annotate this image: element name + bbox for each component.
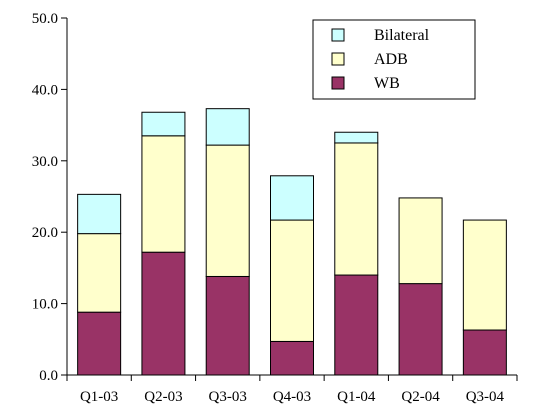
- bar-segment-adb: [334, 142, 379, 276]
- legend-label-adb: ADB: [374, 51, 408, 68]
- legend-swatch-adb: [331, 52, 345, 66]
- bar-segment-adb: [462, 219, 507, 331]
- legend: Bilateral ADB WB: [312, 19, 476, 100]
- bar-segment-wb: [398, 283, 443, 376]
- legend-label-wb: WB: [374, 75, 400, 92]
- bar-segment-bilateral: [270, 175, 314, 221]
- x-tick-label: Q2-03: [144, 389, 182, 405]
- x-tick-label: Q1-03: [80, 389, 118, 405]
- x-tick-label: Q1-04: [337, 389, 376, 405]
- y-tick-label: 20.0: [32, 225, 58, 241]
- y-axis-ticks: 0.0 10.0 20.0 30.0 40.0 50.0: [32, 11, 67, 384]
- bar-segment-wb: [334, 274, 379, 376]
- bar-segment-adb: [141, 135, 186, 253]
- bar-segment-adb: [205, 144, 250, 277]
- bar-segment-wb: [77, 311, 122, 376]
- bar-segment-wb: [205, 275, 250, 376]
- x-tick-label: Q2-04: [401, 389, 440, 405]
- x-axis-ticks: Q1-03 Q2-03 Q3-03 Q4-03 Q1-04 Q2-04 Q3-04: [66, 375, 518, 405]
- x-tick-label: Q4-03: [273, 389, 311, 405]
- bar-segment-bilateral: [141, 111, 186, 137]
- bar-segment-bilateral: [77, 193, 122, 235]
- bar-segment-bilateral: [205, 108, 250, 146]
- x-tick-label: Q3-04: [466, 389, 505, 405]
- bar-segment-wb: [462, 329, 507, 376]
- y-tick-label: 10.0: [32, 297, 58, 313]
- bar-segment-bilateral: [334, 131, 379, 144]
- legend-swatch-wb: [331, 76, 345, 90]
- bar-segment-wb: [270, 340, 314, 376]
- x-tick-label: Q3-03: [209, 389, 247, 405]
- bar-segment-wb: [141, 251, 186, 376]
- bars: [77, 108, 507, 376]
- legend-label-bilateral: Bilateral: [374, 27, 430, 44]
- bar-segment-adb: [270, 219, 314, 342]
- y-tick-label: 30.0: [32, 154, 58, 170]
- y-tick-label: 50.0: [32, 11, 58, 27]
- legend-swatch-bilateral: [331, 28, 345, 42]
- bar-segment-adb: [398, 197, 443, 285]
- bar-segment-adb: [77, 233, 122, 313]
- y-tick-label: 40.0: [32, 82, 58, 98]
- y-tick-label: 0.0: [39, 368, 58, 384]
